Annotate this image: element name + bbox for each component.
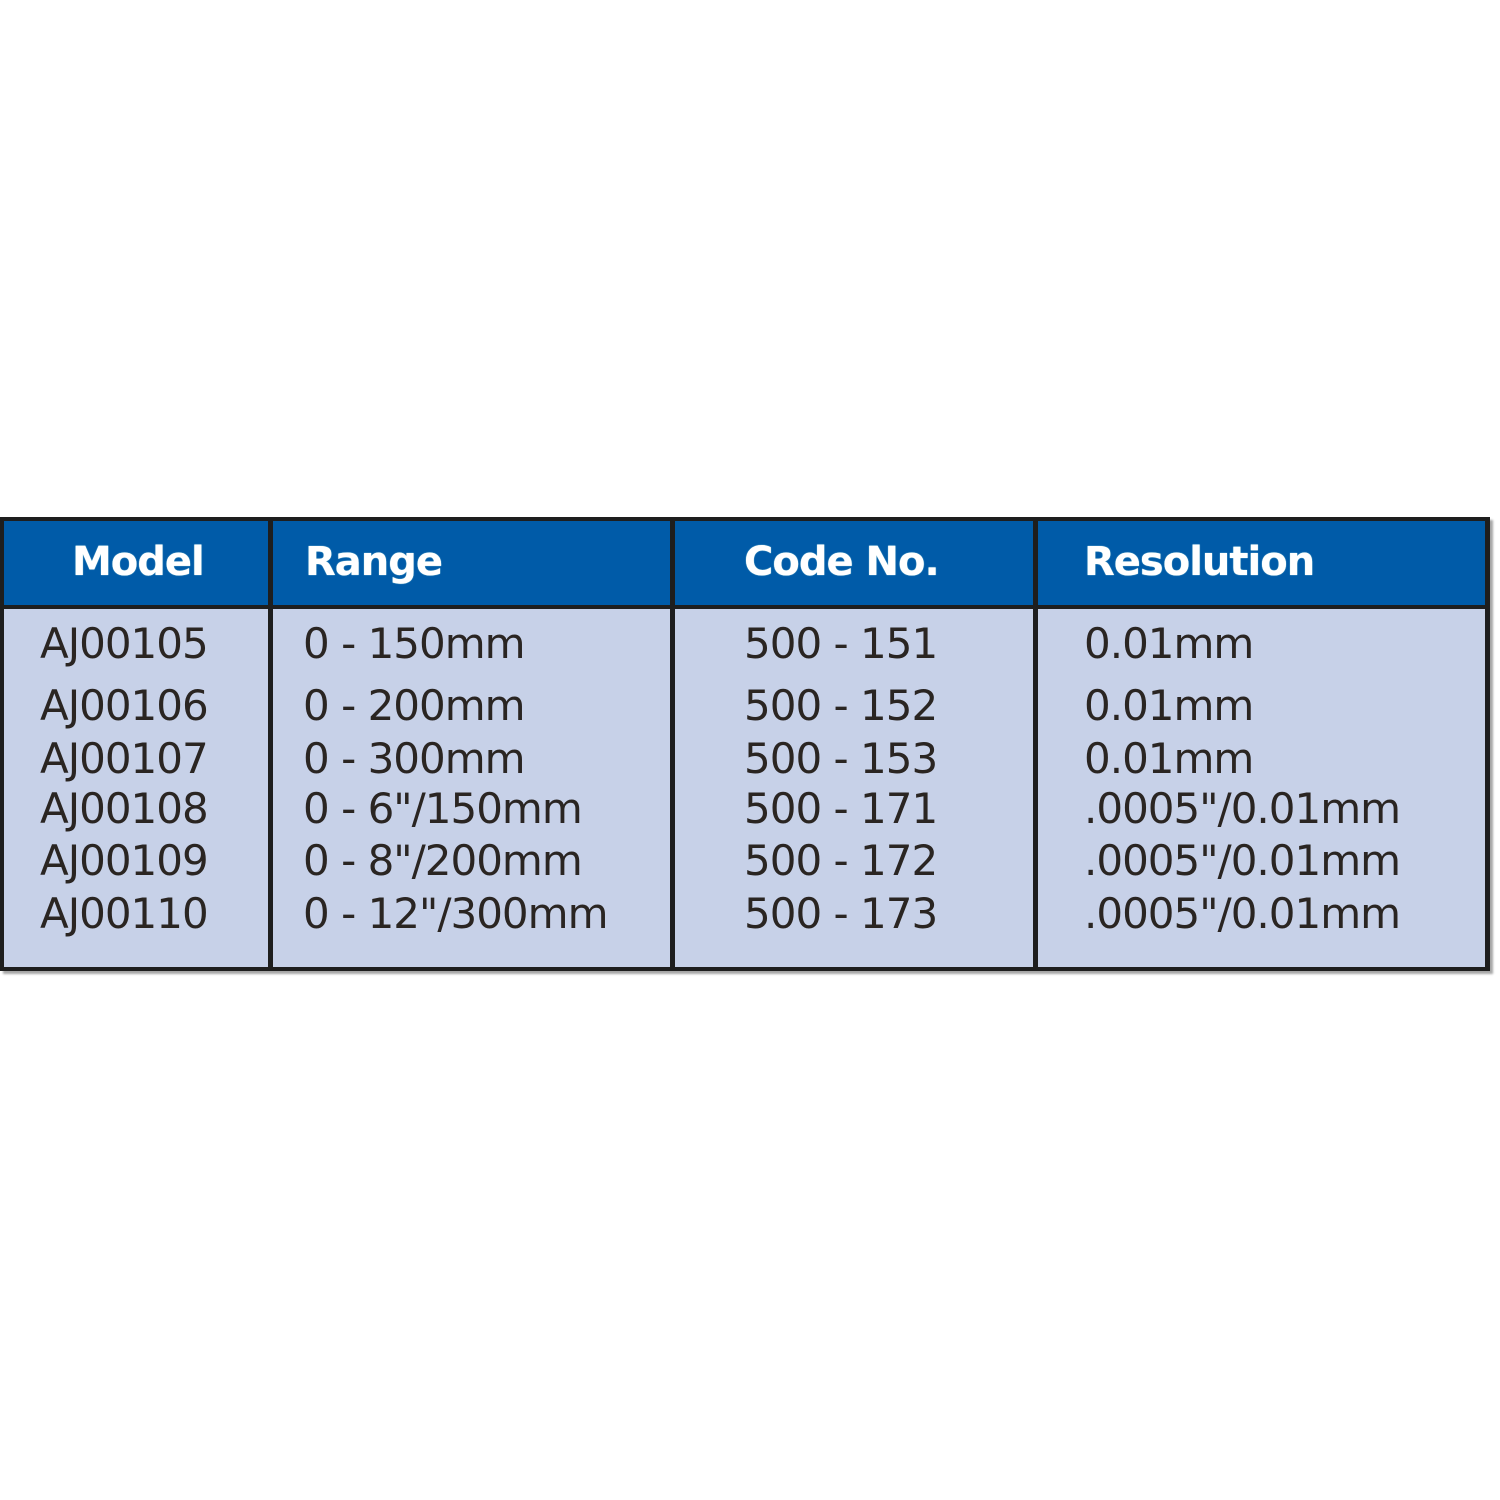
cell-resolution: 0.01mm — [1084, 681, 1254, 730]
cell-resolution: 0.01mm — [1084, 734, 1254, 783]
cell-model: AJ00107 — [40, 734, 209, 783]
column-divider — [268, 521, 273, 967]
column-divider — [670, 521, 675, 967]
cell-code-no: 500 - 173 — [744, 889, 938, 938]
cell-range: 0 - 12"/300mm — [303, 889, 608, 938]
cell-code-no: 500 - 171 — [744, 784, 938, 833]
cell-range: 0 - 300mm — [303, 734, 526, 783]
table-header: Model Range Code No. Resolution — [4, 521, 1485, 609]
cell-model: AJ00110 — [40, 889, 209, 938]
cell-range: 0 - 150mm — [303, 619, 526, 668]
header-resolution: Resolution — [1084, 539, 1315, 585]
cell-model: AJ00105 — [40, 619, 209, 668]
cell-range: 0 - 200mm — [303, 681, 526, 730]
cell-resolution: .0005"/0.01mm — [1084, 836, 1401, 885]
cell-code-no: 500 - 152 — [744, 681, 938, 730]
header-model: Model — [72, 539, 205, 585]
cell-range: 0 - 6"/150mm — [303, 784, 583, 833]
cell-resolution: .0005"/0.01mm — [1084, 889, 1401, 938]
cell-code-no: 500 - 151 — [744, 619, 938, 668]
header-range: Range — [305, 539, 443, 585]
header-code-no: Code No. — [744, 539, 940, 585]
column-divider — [1033, 521, 1038, 967]
cell-code-no: 500 - 153 — [744, 734, 938, 783]
cell-model: AJ00108 — [40, 784, 209, 833]
cell-model: AJ00106 — [40, 681, 209, 730]
cell-resolution: .0005"/0.01mm — [1084, 784, 1401, 833]
cell-code-no: 500 - 172 — [744, 836, 938, 885]
cell-range: 0 - 8"/200mm — [303, 836, 583, 885]
cell-resolution: 0.01mm — [1084, 619, 1254, 668]
spec-table: Model Range Code No. Resolution AJ00105 0… — [0, 517, 1490, 971]
cell-model: AJ00109 — [40, 836, 209, 885]
